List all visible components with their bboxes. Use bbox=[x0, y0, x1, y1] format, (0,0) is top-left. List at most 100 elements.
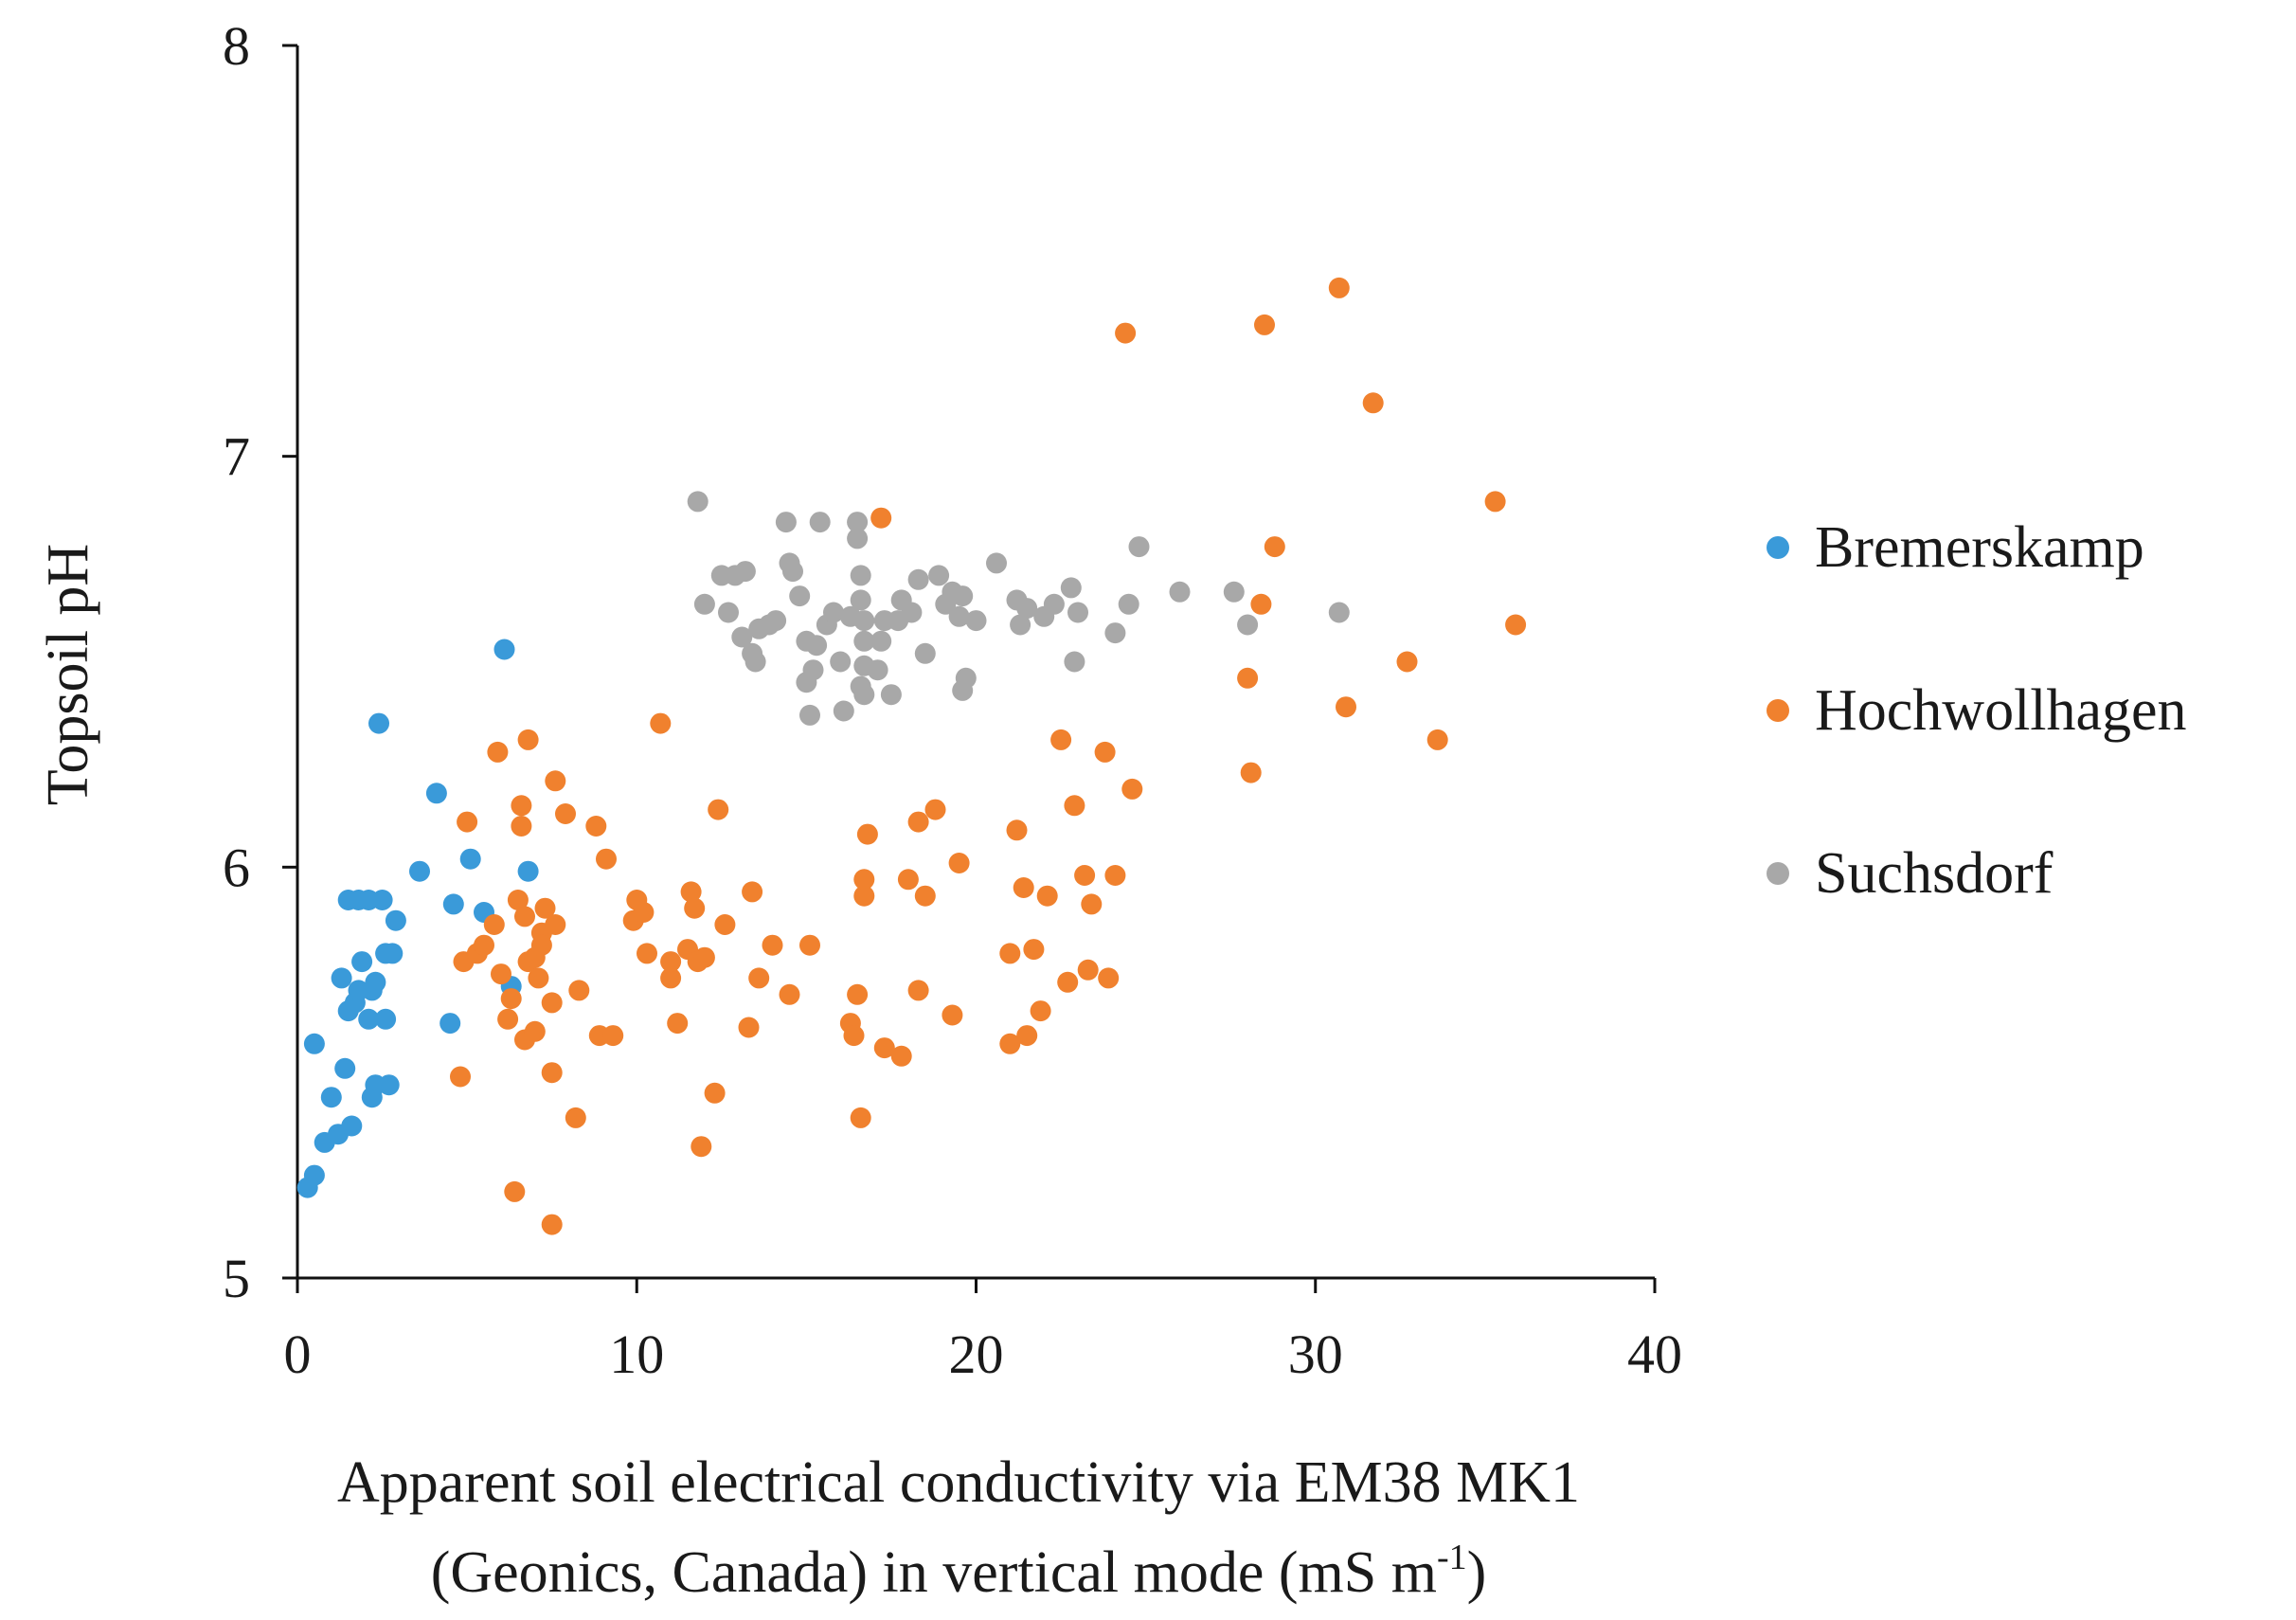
data-point-hochwollhagen bbox=[565, 1107, 586, 1128]
data-point-hochwollhagen bbox=[1030, 1000, 1051, 1022]
data-point-hochwollhagen bbox=[1115, 322, 1137, 344]
data-point-bremerskamp bbox=[368, 712, 389, 734]
data-point-suchsdorf bbox=[1169, 581, 1191, 603]
data-point-hochwollhagen bbox=[1016, 1025, 1038, 1047]
data-point-hochwollhagen bbox=[585, 816, 607, 837]
y-tick-label: 5 bbox=[223, 1248, 250, 1309]
data-point-hochwollhagen bbox=[704, 1082, 726, 1104]
data-point-hochwollhagen bbox=[528, 967, 549, 989]
data-point-suchsdorf bbox=[731, 626, 753, 648]
data-point-hochwollhagen bbox=[1036, 885, 1058, 907]
data-point-hochwollhagen bbox=[1050, 729, 1072, 750]
data-point-suchsdorf bbox=[1060, 577, 1082, 599]
data-point-hochwollhagen bbox=[799, 934, 820, 956]
data-point-suchsdorf bbox=[986, 552, 1007, 574]
data-point-hochwollhagen bbox=[541, 1214, 563, 1235]
x-tick-label: 0 bbox=[284, 1323, 312, 1385]
data-point-suchsdorf bbox=[1237, 614, 1259, 636]
data-point-hochwollhagen bbox=[1104, 865, 1126, 886]
data-point-suchsdorf bbox=[850, 565, 871, 586]
data-point-suchsdorf bbox=[806, 635, 828, 657]
x-axis-ticks: 0 10 20 30 40 bbox=[284, 1278, 1682, 1385]
data-point-suchsdorf bbox=[830, 651, 852, 673]
data-point-bremerskamp bbox=[425, 783, 447, 804]
data-point-hochwollhagen bbox=[847, 983, 869, 1005]
data-point-bremerskamp bbox=[439, 1013, 461, 1035]
data-point-hochwollhagen bbox=[534, 897, 556, 919]
data-point-suchsdorf bbox=[880, 684, 902, 706]
data-point-hochwollhagen bbox=[897, 869, 919, 891]
data-point-hochwollhagen bbox=[1237, 667, 1259, 689]
x-axis-title-line2-prefix: (Geonics, Canada) in vertical mode (mS m bbox=[431, 1540, 1437, 1605]
legend: Bremerskamp Hochwollhagen Suchsdorf bbox=[1767, 515, 2187, 906]
data-point-bremerskamp bbox=[358, 1008, 380, 1030]
data-point-hochwollhagen bbox=[660, 951, 682, 973]
data-point-hochwollhagen bbox=[667, 1013, 689, 1035]
data-point-hochwollhagen bbox=[742, 881, 763, 903]
data-point-hochwollhagen bbox=[680, 881, 702, 903]
data-point-suchsdorf bbox=[1067, 602, 1088, 623]
data-point-hochwollhagen bbox=[504, 1180, 526, 1202]
data-point-hochwollhagen bbox=[1094, 741, 1116, 763]
data-point-suchsdorf bbox=[823, 602, 844, 623]
x-tick-label: 40 bbox=[1627, 1323, 1682, 1385]
data-point-bremerskamp bbox=[320, 1087, 342, 1108]
data-point-hochwollhagen bbox=[545, 770, 566, 792]
data-point-suchsdorf bbox=[955, 667, 977, 689]
data-point-suchsdorf bbox=[1118, 593, 1139, 615]
data-point-hochwollhagen bbox=[942, 1004, 963, 1026]
data-point-suchsdorf bbox=[799, 704, 820, 726]
data-point-suchsdorf bbox=[1010, 614, 1031, 636]
data-point-suchsdorf bbox=[867, 659, 888, 681]
data-point-hochwollhagen bbox=[497, 1008, 519, 1030]
data-point-hochwollhagen bbox=[748, 967, 770, 989]
data-point-hochwollhagen bbox=[890, 1045, 912, 1067]
data-point-hochwollhagen bbox=[483, 914, 505, 935]
data-point-hochwollhagen bbox=[514, 906, 535, 927]
legend-marker-suchsdorf bbox=[1767, 862, 1789, 885]
data-point-suchsdorf bbox=[847, 512, 869, 533]
data-point-hochwollhagen bbox=[1057, 971, 1079, 993]
data-point-suchsdorf bbox=[965, 610, 987, 632]
data-point-suchsdorf bbox=[775, 512, 797, 533]
data-point-suchsdorf bbox=[687, 491, 709, 513]
data-point-hochwollhagen bbox=[779, 983, 800, 1005]
data-point-bremerskamp bbox=[371, 890, 393, 910]
data-point-suchsdorf bbox=[1043, 593, 1065, 615]
data-point-suchsdorf bbox=[1016, 598, 1038, 620]
data-point-suchsdorf bbox=[782, 561, 803, 583]
x-axis-title-line2-suffix: ) bbox=[1467, 1540, 1487, 1605]
data-point-bremerskamp bbox=[493, 639, 515, 660]
data-point-suchsdorf bbox=[901, 602, 923, 623]
data-point-suchsdorf bbox=[718, 602, 739, 623]
data-point-suchsdorf bbox=[952, 585, 974, 607]
data-point-hochwollhagen bbox=[738, 1017, 760, 1038]
data-point-bremerskamp bbox=[341, 1115, 363, 1137]
data-point-hochwollhagen bbox=[1484, 491, 1506, 513]
data-point-suchsdorf bbox=[734, 561, 756, 583]
data-point-bremerskamp bbox=[365, 971, 386, 993]
data-point-hochwollhagen bbox=[1013, 877, 1034, 898]
data-point-hochwollhagen bbox=[843, 1025, 865, 1047]
data-point-bremerskamp bbox=[459, 848, 481, 870]
data-point-hochwollhagen bbox=[491, 963, 511, 985]
data-point-bremerskamp bbox=[409, 860, 430, 882]
data-point-suchsdorf bbox=[765, 610, 787, 632]
data-point-bremerskamp bbox=[378, 1074, 400, 1096]
data-point-hochwollhagen bbox=[1264, 536, 1285, 558]
data-point-suchsdorf bbox=[802, 659, 824, 681]
data-point-suchsdorf bbox=[809, 512, 831, 533]
data-point-suchsdorf bbox=[850, 589, 871, 611]
data-point-suchsdorf bbox=[870, 630, 892, 652]
y-tick-label: 7 bbox=[223, 426, 250, 488]
data-point-suchsdorf bbox=[853, 610, 875, 632]
data-point-hochwollhagen bbox=[660, 967, 682, 989]
x-tick-label: 10 bbox=[609, 1323, 664, 1385]
legend-marker-bremerskamp bbox=[1767, 536, 1789, 559]
y-tick-label: 8 bbox=[223, 15, 250, 77]
data-point-suchsdorf bbox=[833, 700, 854, 722]
data-point-suchsdorf bbox=[1064, 651, 1085, 673]
data-point-hochwollhagen bbox=[517, 729, 539, 750]
data-point-hochwollhagen bbox=[450, 1066, 471, 1088]
data-point-bremerskamp bbox=[303, 1164, 325, 1186]
